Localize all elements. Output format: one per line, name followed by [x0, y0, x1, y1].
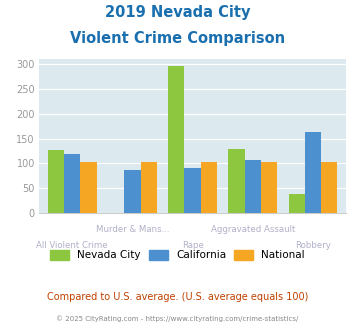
Text: Compared to U.S. average. (U.S. average equals 100): Compared to U.S. average. (U.S. average …: [47, 292, 308, 302]
Text: All Violent Crime: All Violent Crime: [36, 241, 108, 250]
Bar: [201, 162, 217, 213]
Bar: [141, 162, 157, 213]
Bar: [48, 150, 64, 213]
Text: Violent Crime Comparison: Violent Crime Comparison: [70, 31, 285, 46]
Bar: [64, 154, 80, 213]
Bar: [289, 194, 305, 213]
Bar: [261, 162, 277, 213]
Bar: [185, 168, 201, 213]
Bar: [321, 162, 337, 213]
Text: Rape: Rape: [182, 241, 203, 250]
Bar: [228, 148, 245, 213]
Text: © 2025 CityRating.com - https://www.cityrating.com/crime-statistics/: © 2025 CityRating.com - https://www.city…: [56, 315, 299, 322]
Bar: [124, 170, 141, 213]
Text: 2019 Nevada City: 2019 Nevada City: [105, 5, 250, 20]
Text: Robbery: Robbery: [295, 241, 331, 250]
Legend: Nevada City, California, National: Nevada City, California, National: [50, 250, 305, 260]
Text: Aggravated Assault: Aggravated Assault: [211, 225, 295, 234]
Text: Murder & Mans...: Murder & Mans...: [95, 225, 169, 234]
Bar: [245, 160, 261, 213]
Bar: [168, 66, 185, 213]
Bar: [80, 162, 97, 213]
Bar: [305, 132, 321, 213]
